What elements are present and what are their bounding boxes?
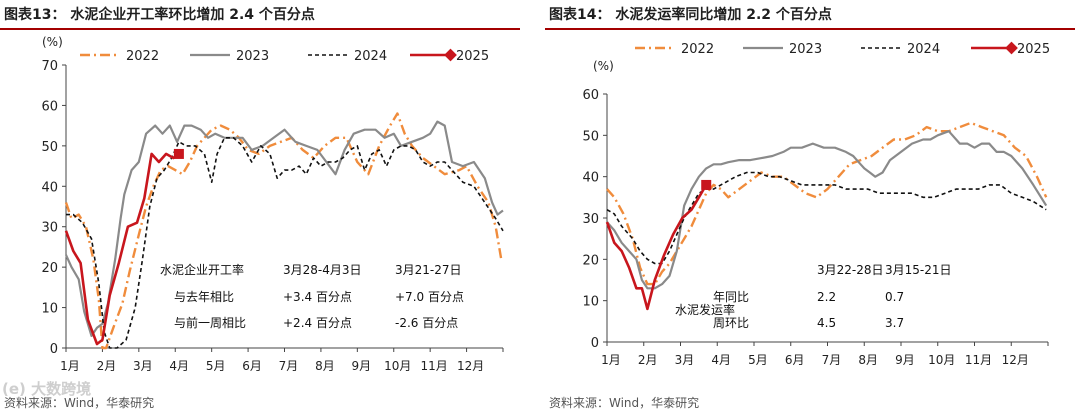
- y-tick-label: 20: [41, 261, 58, 276]
- y-tick-label: 10: [582, 295, 599, 310]
- table-cell: 0.7: [885, 290, 904, 304]
- watermark-logo: (e) 大数跨境: [2, 380, 92, 398]
- legend-label-2022: 2022: [681, 42, 714, 57]
- x-tick-label: 6月: [785, 353, 805, 367]
- y-tick-label: 40: [41, 180, 58, 195]
- table-cell: -2.6 百分点: [395, 316, 458, 330]
- x-tick-label: 12月: [1002, 353, 1029, 367]
- title-underline: [545, 28, 1075, 30]
- y-tick-label: 60: [582, 88, 599, 103]
- table-cell: 周环比: [713, 316, 749, 330]
- table-cell: +2.4 百分点: [283, 316, 352, 330]
- x-tick-label: 10月: [384, 359, 411, 373]
- y-tick-label: 40: [582, 171, 599, 186]
- legend-marker-2025: [444, 48, 457, 62]
- chart-title: 图表13： 水泥企业开工率环比增加 2.4 个百分点: [4, 7, 315, 23]
- table-header-cell: 3月28-4月3日: [283, 263, 362, 277]
- series-line-2024: [606, 171, 1047, 265]
- legend-label-2023: 2023: [236, 49, 269, 64]
- series-line-2022: [606, 121, 1048, 286]
- legend-label-2025: 2025: [1017, 42, 1050, 57]
- series-line-2022: [64, 112, 503, 350]
- x-tick-label: 8月: [858, 353, 878, 367]
- legend-label-2025: 2025: [456, 49, 489, 64]
- x-tick-label: 1月: [60, 359, 80, 373]
- y-tick-label: 20: [582, 253, 599, 268]
- x-tick-label: 3月: [675, 353, 695, 367]
- table-header-cell: 3月15-21日: [885, 263, 952, 277]
- table-cell: 2.2: [817, 290, 836, 304]
- x-tick-label: 1月: [601, 353, 621, 367]
- series-line-2025: [605, 184, 708, 311]
- line-chart-utilization: (%) 0 10 20 30 40 50 60 70 1月 2月 3月 4月 5月 6月 7月 8月 9月 10月 1…: [41, 35, 504, 373]
- legend-label-2024: 2024: [354, 49, 387, 64]
- series-line-2023: [606, 130, 1048, 290]
- y-tick-label: 50: [582, 129, 599, 144]
- chart-title: 图表14： 水泥发运率同比增加 2.2 个百分点: [549, 7, 832, 23]
- title-underline: [0, 28, 520, 30]
- chart-panel-cement-utilization: 图表13： 水泥企业开工率环比增加 2.4 个百分点 (%) 0 10 20 30 40 5…: [0, 0, 530, 415]
- x-tick-label: 10月: [928, 353, 955, 367]
- x-tick-label: 9月: [352, 359, 372, 373]
- legend-label-2022: 2022: [126, 49, 159, 64]
- series-line-2024: [66, 137, 504, 349]
- y-axis-label: (%): [42, 35, 63, 49]
- table-cell: 与前一周相比: [174, 315, 246, 330]
- x-tick-label: 5月: [206, 359, 226, 373]
- table-header-cell: 水泥企业开工率: [160, 262, 244, 277]
- table-cell: 年同比: [713, 290, 749, 304]
- table-cell: +7.0 百分点: [395, 290, 464, 304]
- y-tick-label: 30: [582, 212, 599, 227]
- y-axis-label: (%): [593, 59, 614, 73]
- legend-marker-2025: [1005, 41, 1018, 55]
- source-note: 资料来源：Wind，华泰研究: [549, 396, 700, 410]
- x-tick-label: 4月: [169, 359, 189, 373]
- x-tick-label: 3月: [133, 359, 153, 373]
- series-line-2025: [64, 152, 180, 346]
- series-line-2023: [64, 120, 504, 337]
- table-side-label: 水泥发运率: [675, 302, 735, 317]
- x-tick-label: 2月: [638, 353, 658, 367]
- x-tick-label: 7月: [279, 359, 299, 373]
- table-cell: 3.7: [885, 316, 904, 330]
- y-tick-label: 70: [41, 59, 58, 74]
- x-tick-label: 11月: [421, 359, 448, 373]
- y-tick-label: 50: [41, 140, 58, 155]
- x-tick-label: 7月: [822, 353, 842, 367]
- line-chart-shipment: (%) 0 10 20 30 40 50 60 1月 2月 3月 4月 5月 6月 7月 8月 9月 10月 11月…: [582, 41, 1050, 367]
- series-marker-2025: [701, 179, 712, 190]
- legend-label-2024: 2024: [907, 42, 940, 57]
- x-tick-label: 11月: [965, 353, 992, 367]
- table-cell: +3.4 百分点: [283, 290, 352, 304]
- x-tick-label: 2月: [97, 359, 117, 373]
- chart-panel-cement-shipment: 图表14： 水泥发运率同比增加 2.2 个百分点 (%) 0 10 20 30 40 50 6…: [545, 0, 1080, 415]
- y-tick-label: 30: [41, 221, 58, 236]
- table-header-cell: 3月22-28日: [817, 263, 884, 277]
- x-tick-label: 5月: [748, 353, 768, 367]
- x-tick-label: 8月: [315, 359, 335, 373]
- x-tick-label: 9月: [895, 353, 915, 367]
- source-note: 资料来源：Wind，华泰研究: [4, 396, 155, 410]
- y-tick-label: 0: [50, 342, 58, 357]
- x-tick-label: 6月: [242, 359, 262, 373]
- table-header-cell: 3月21-27日: [395, 263, 462, 277]
- y-tick-label: 0: [591, 336, 599, 351]
- x-tick-label: 12月: [457, 359, 484, 373]
- table-cell: 与去年相比: [174, 290, 234, 304]
- y-tick-label: 60: [41, 99, 58, 114]
- table-cell: 4.5: [817, 316, 836, 330]
- y-tick-label: 10: [41, 302, 58, 317]
- legend-label-2023: 2023: [789, 42, 822, 57]
- x-tick-label: 4月: [711, 353, 731, 367]
- series-marker-2025: [173, 148, 184, 159]
